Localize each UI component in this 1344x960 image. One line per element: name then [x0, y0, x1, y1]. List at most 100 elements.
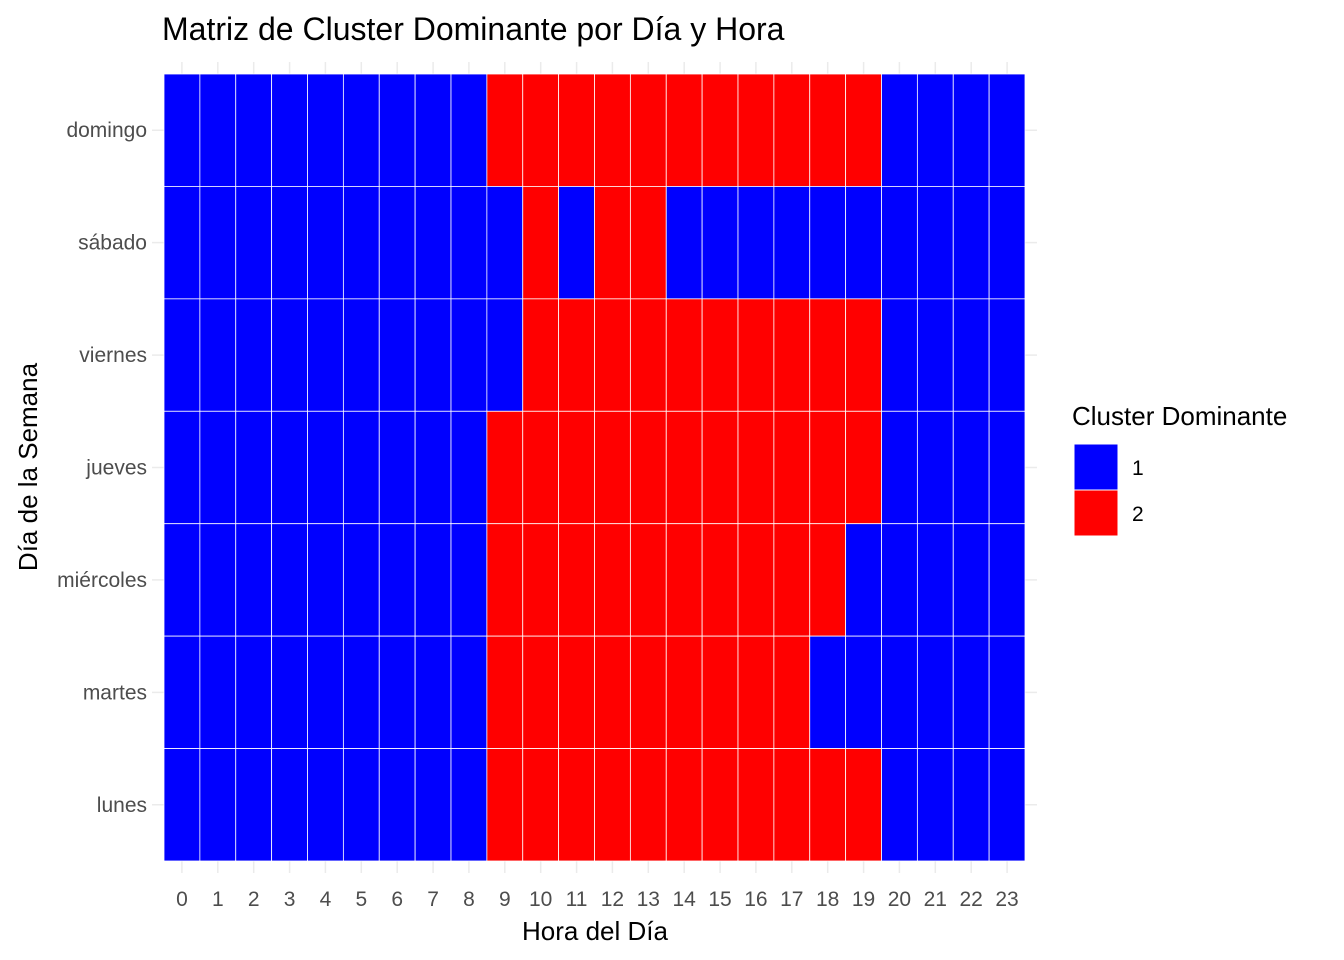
- heatmap-cell: [342, 186, 380, 300]
- heatmap-cell: [235, 523, 273, 637]
- heatmap-cell: [845, 523, 882, 637]
- heatmap-cell: [988, 186, 1026, 300]
- x-tick-label: 16: [744, 888, 767, 911]
- heatmap-cell: [486, 186, 524, 300]
- heatmap-cell: [450, 748, 488, 862]
- heatmap-cell: [450, 635, 488, 749]
- x-tick-label: 3: [284, 888, 296, 911]
- heatmap-cell: [271, 186, 308, 300]
- heatmap-cell: [773, 186, 811, 300]
- heatmap-cell: [486, 748, 524, 862]
- heatmap-cell: [522, 748, 560, 862]
- heatmap-cell: [450, 298, 488, 412]
- heatmap-cells: [163, 73, 1026, 862]
- legend-swatch: [1073, 489, 1119, 537]
- heatmap-cell: [594, 748, 631, 862]
- heatmap-cell: [378, 635, 416, 749]
- heatmap-cell: [414, 186, 452, 300]
- heatmap-cell: [342, 748, 380, 862]
- heatmap-cell: [307, 748, 344, 862]
- heatmap-cell: [271, 748, 308, 862]
- heatmap-cell: [665, 410, 703, 525]
- heatmap-cell: [773, 298, 811, 412]
- heatmap-cell: [916, 410, 954, 525]
- heatmap-cell: [199, 73, 237, 187]
- heatmap-cell: [271, 73, 308, 187]
- heatmap-cell: [163, 410, 201, 525]
- y-tick-label: viernes: [79, 344, 147, 367]
- heatmap-cell: [916, 298, 954, 412]
- heatmap-cell: [809, 73, 847, 187]
- heatmap-cell: [701, 73, 739, 187]
- x-axis-title: Hora del Día: [522, 916, 668, 946]
- x-tick-label: 4: [320, 888, 332, 911]
- heatmap-cell: [163, 635, 201, 749]
- heatmap-cell: [378, 186, 416, 300]
- x-tick-label: 10: [529, 888, 552, 911]
- heatmap-cell: [378, 73, 416, 187]
- heatmap-cell: [450, 73, 488, 187]
- heatmap-cell: [199, 523, 237, 637]
- x-tick-label: 20: [888, 888, 911, 911]
- x-axis-ticks: 0 1 2 3 4 5 6 7 8 9 10 11 12 13 14 15 16 17 18 19 20 21 22 23: [176, 888, 1019, 911]
- heatmap-cell: [809, 186, 847, 300]
- heatmap-cell: [665, 523, 703, 637]
- heatmap-cell: [988, 73, 1026, 187]
- heatmap-cell: [629, 523, 667, 637]
- legend-label: 2: [1132, 503, 1144, 526]
- heatmap-cell: [486, 410, 524, 525]
- heatmap-cell: [271, 410, 308, 525]
- heatmap-cell: [952, 73, 990, 187]
- heatmap-cell: [307, 635, 344, 749]
- chart-title: Matriz de Cluster Dominante por Día y Ho…: [162, 11, 785, 47]
- heatmap-cell: [701, 186, 739, 300]
- heatmap-cell: [881, 298, 918, 412]
- heatmap-cell: [952, 186, 990, 300]
- heatmap-cell: [163, 748, 201, 862]
- legend-swatch: [1073, 443, 1119, 491]
- heatmap-cell: [629, 298, 667, 412]
- x-tick-label: 23: [995, 888, 1018, 911]
- x-tick-label: 6: [391, 888, 403, 911]
- heatmap-cell: [199, 748, 237, 862]
- heatmap-cell: [378, 748, 416, 862]
- heatmap-cell: [307, 73, 344, 187]
- x-tick-label: 11: [566, 888, 588, 911]
- x-tick-label: 19: [852, 888, 875, 911]
- heatmap-cell: [881, 410, 918, 525]
- heatmap-cell: [881, 523, 918, 637]
- heatmap-cell: [952, 635, 990, 749]
- heatmap-cell: [916, 635, 954, 749]
- heatmap-cell: [952, 298, 990, 412]
- heatmap-cell: [486, 298, 524, 412]
- legend-label: 1: [1132, 457, 1144, 480]
- heatmap-cell: [845, 410, 882, 525]
- heatmap-cell: [988, 298, 1026, 412]
- heatmap-cell: [701, 523, 739, 637]
- heatmap-cell: [235, 748, 273, 862]
- heatmap-cell: [522, 523, 560, 637]
- heatmap-cell: [558, 186, 595, 300]
- heatmap-cell: [486, 523, 524, 637]
- heatmap-cell: [522, 186, 560, 300]
- heatmap-cell: [594, 298, 631, 412]
- y-tick-label: domingo: [66, 119, 147, 142]
- heatmap-cell: [594, 635, 631, 749]
- heatmap-cell: [737, 523, 775, 637]
- heatmap-cell: [845, 186, 882, 300]
- x-tick-label: 2: [248, 888, 260, 911]
- heatmap-cell: [809, 748, 847, 862]
- heatmap-cell: [809, 635, 847, 749]
- heatmap-cell: [199, 298, 237, 412]
- x-tick-label: 21: [924, 888, 947, 911]
- heatmap-cell: [881, 635, 918, 749]
- heatmap-cell: [522, 635, 560, 749]
- heatmap-cell: [414, 410, 452, 525]
- heatmap-cell: [809, 298, 847, 412]
- heatmap-cell: [881, 186, 918, 300]
- y-axis-title: Día de la Semana: [13, 362, 43, 571]
- x-tick-label: 7: [427, 888, 439, 911]
- heatmap-cell: [163, 523, 201, 637]
- heatmap-cell: [988, 635, 1026, 749]
- x-tick-label: 18: [816, 888, 839, 911]
